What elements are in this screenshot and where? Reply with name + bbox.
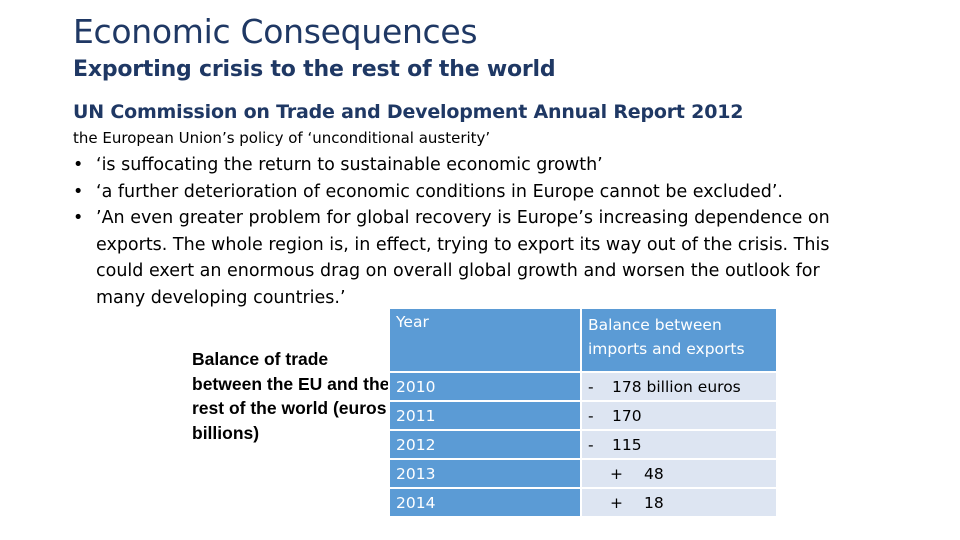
- table-row: 2010 -178 billion euros: [388, 371, 778, 402]
- year-cell: 2013: [388, 458, 582, 489]
- balance-amount: 115: [612, 435, 642, 454]
- bullet-item: • ‘a further deterioration of economic co…: [73, 179, 863, 206]
- balance-cell: +48: [580, 458, 778, 489]
- report-heading: UN Commission on Trade and Development A…: [73, 101, 744, 123]
- balance-cell: -115: [580, 429, 778, 460]
- bullet-text: ‘is suffocating the return to sustainabl…: [96, 155, 603, 175]
- slide-subtitle: Exporting crisis to the rest of the worl…: [73, 57, 556, 82]
- balance-amount: 170: [612, 406, 642, 425]
- header-balance: Balance between imports and exports: [580, 307, 778, 373]
- bullet-text: ’An even greater problem for global reco…: [96, 208, 830, 308]
- table-side-label: Balance of trade between the EU and the …: [192, 349, 390, 443]
- balance-cell: -178 billion euros: [580, 371, 778, 402]
- year-cell: 2011: [388, 400, 582, 431]
- quote-bullet-list: • ‘is suffocating the return to sustainab…: [73, 152, 863, 311]
- balance-sign: +: [610, 493, 623, 512]
- bullet-marker: •: [73, 181, 84, 202]
- balance-amount: 48: [644, 464, 664, 483]
- trade-balance-table: Year Balance between imports and exports…: [388, 307, 778, 518]
- balance-cell: -170: [580, 400, 778, 431]
- balance-sign: -: [588, 406, 594, 425]
- year-cell: 2014: [388, 487, 582, 518]
- bullet-text: ‘a further deterioration of economic con…: [96, 181, 783, 202]
- table-row: 2013 +48: [388, 458, 778, 489]
- bullet-marker: •: [73, 208, 84, 228]
- balance-sign: -: [588, 377, 594, 396]
- balance-amount: 178 billion euros: [612, 377, 741, 396]
- year-cell: 2010: [388, 371, 582, 402]
- header-year: Year: [388, 307, 582, 373]
- table-header-row: Year Balance between imports and exports: [388, 307, 778, 373]
- balance-cell: +18: [580, 487, 778, 518]
- table-row: 2012 -115: [388, 429, 778, 460]
- balance-sign: +: [610, 464, 623, 483]
- bullet-item: • ’An even greater problem for global re…: [73, 205, 863, 311]
- policy-line: the European Union’s policy of ‘uncondit…: [73, 129, 491, 147]
- year-cell: 2012: [388, 429, 582, 460]
- balance-amount: 18: [644, 493, 664, 512]
- bullet-marker: •: [73, 155, 84, 175]
- table-row: 2014 +18: [388, 487, 778, 518]
- balance-sign: -: [588, 435, 594, 454]
- bullet-item: • ‘is suffocating the return to sustainab…: [73, 152, 863, 179]
- slide-title: Economic Consequences: [73, 12, 478, 51]
- table-row: 2011 -170: [388, 400, 778, 431]
